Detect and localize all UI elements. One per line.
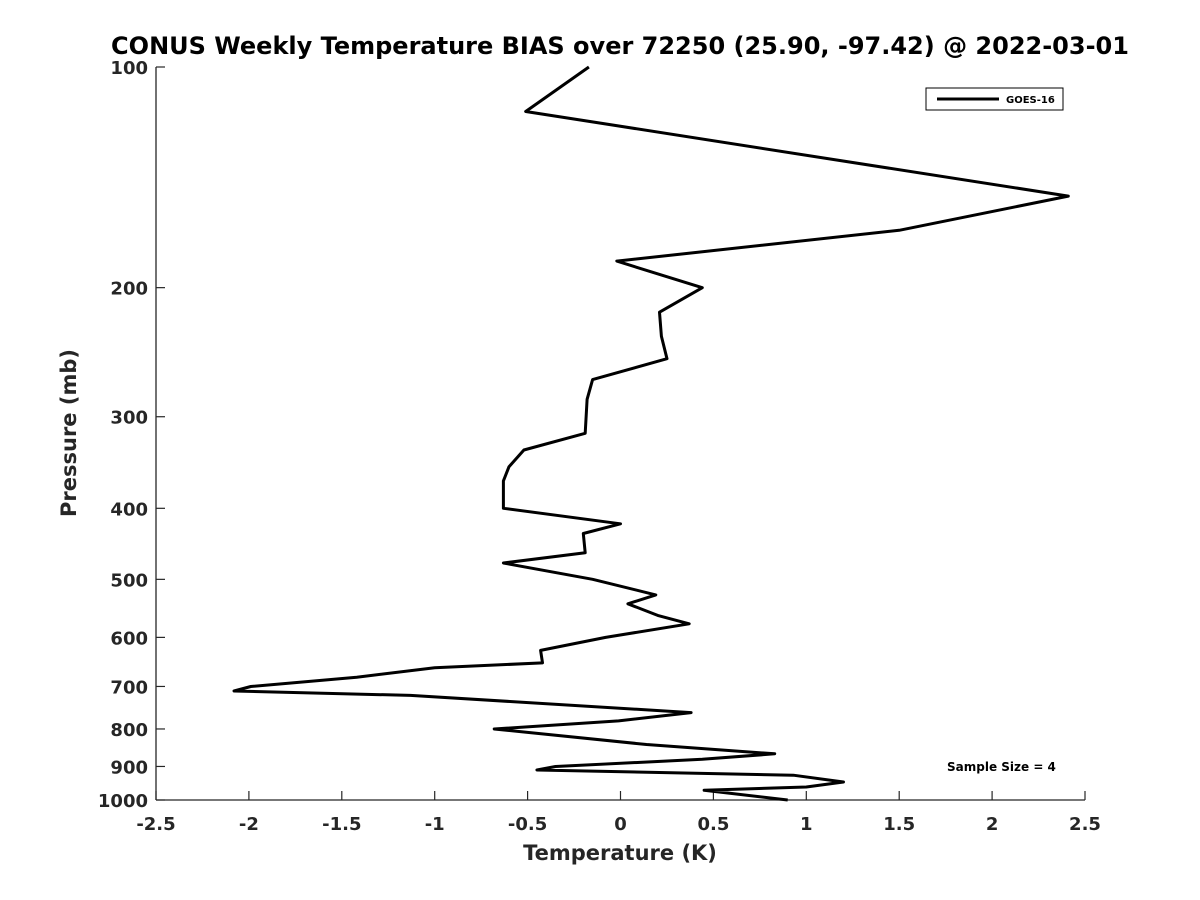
x-tick-label: 2.5 xyxy=(1069,814,1101,835)
series-line-goes-16 xyxy=(232,65,1070,802)
y-tick-label: 100 xyxy=(110,58,148,79)
sample-size-note: Sample Size = 4 xyxy=(947,760,1056,774)
x-axis-label: Temperature (K) xyxy=(523,841,717,865)
y-tick-label: 800 xyxy=(110,720,148,741)
y-tick-label: 300 xyxy=(110,408,148,429)
x-tick-label: -2.5 xyxy=(136,814,175,835)
x-tick-label: -1 xyxy=(425,814,445,835)
x-tick-label: 1.5 xyxy=(883,814,915,835)
x-tick-label: -2 xyxy=(239,814,259,835)
y-tick-label: 400 xyxy=(110,499,148,520)
y-tick-label: 600 xyxy=(110,628,148,649)
y-tick-label: 700 xyxy=(110,677,148,698)
x-tick-label: 0.5 xyxy=(697,814,729,835)
legend: GOES-16 xyxy=(925,87,1064,111)
x-tick-label: 2 xyxy=(986,814,999,835)
legend-label: GOES-16 xyxy=(1006,95,1055,106)
y-tick-label: 200 xyxy=(110,279,148,300)
y-tick-label: 1000 xyxy=(98,791,148,812)
y-axis-label: Pressure (mb) xyxy=(57,349,81,517)
x-tick-label: -1.5 xyxy=(322,814,361,835)
x-tick-label: 0 xyxy=(614,814,627,835)
x-tick-label: -0.5 xyxy=(508,814,547,835)
y-tick-label: 900 xyxy=(110,757,148,778)
y-tick-label: 500 xyxy=(110,570,148,591)
x-axis-ticks: -2.5 -2 -1.5 -1 -0.5 0 0.5 1 1.5 2 2.5 xyxy=(136,791,1101,835)
chart-title: CONUS Weekly Temperature BIAS over 72250… xyxy=(111,32,1129,60)
y-axis-ticks: 100 200 300 400 500 600 700 800 900 1000 xyxy=(98,58,165,812)
x-tick-label: 1 xyxy=(800,814,813,835)
